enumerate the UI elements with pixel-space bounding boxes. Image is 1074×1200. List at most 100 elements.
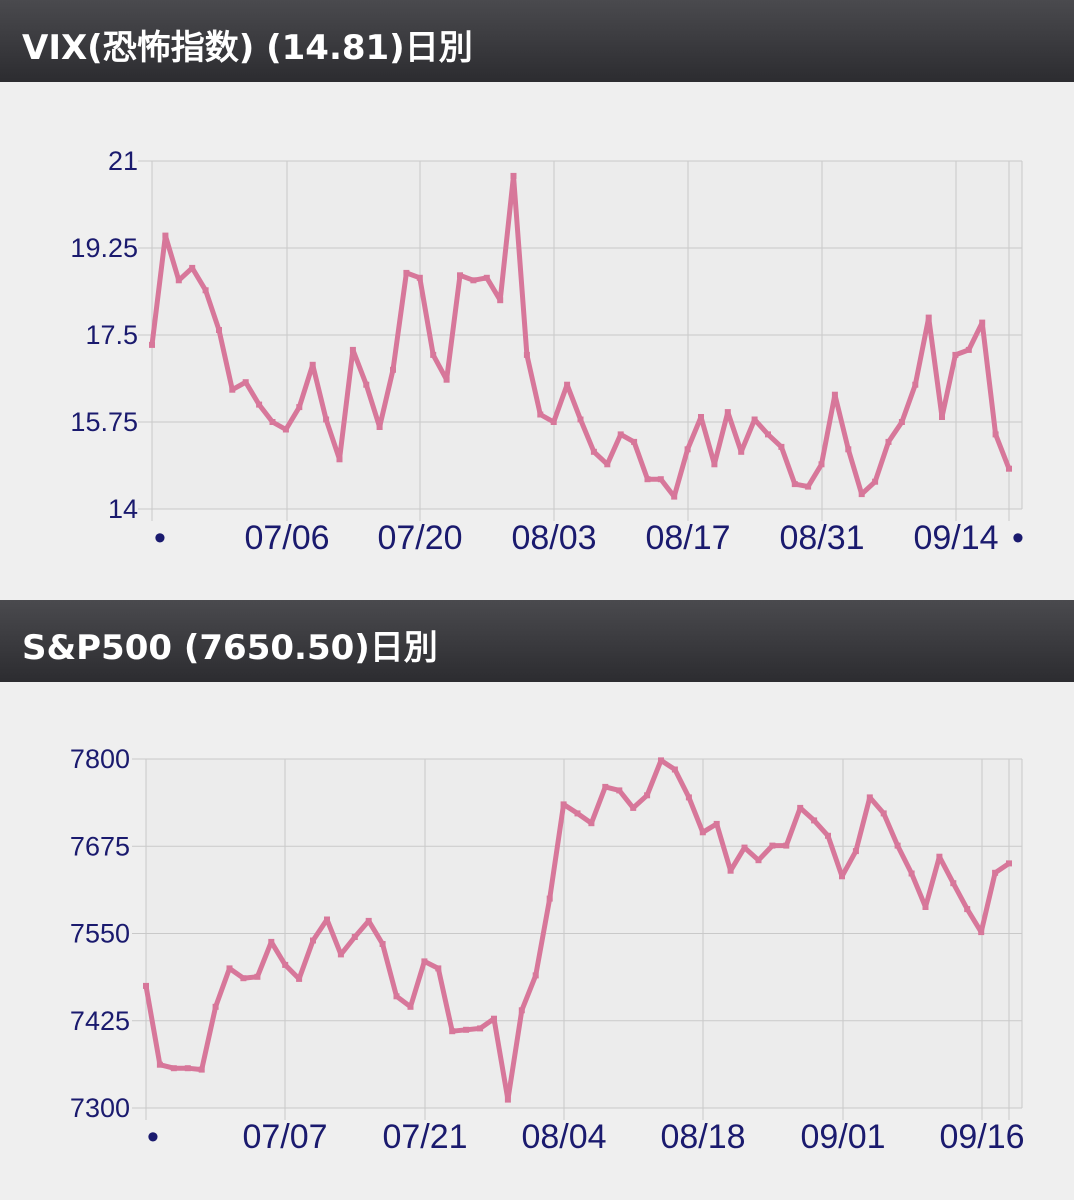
vix-y-tick-label: 15.75 bbox=[70, 407, 138, 437]
vix-x-tick-label: 07/06 bbox=[244, 519, 329, 557]
vix-data-point bbox=[872, 478, 879, 485]
vix-y-tick-label: 17.5 bbox=[85, 320, 138, 350]
sp500-data-point bbox=[435, 965, 442, 972]
vix-data-point bbox=[657, 476, 664, 483]
vix-data-point bbox=[229, 386, 236, 393]
vix-data-point bbox=[604, 461, 611, 468]
vix-x-tick-label: 07/20 bbox=[377, 519, 462, 557]
vix-data-point bbox=[296, 404, 303, 411]
vix-x-tick-label: 08/03 bbox=[511, 519, 596, 557]
vix-data-point bbox=[216, 327, 222, 333]
vix-data-point bbox=[845, 446, 852, 453]
vix-x-tick-label: 08/17 bbox=[645, 519, 730, 557]
vix-y-tick-label: 14 bbox=[108, 494, 138, 524]
sp500-data-point bbox=[852, 848, 859, 855]
vix-data-point bbox=[523, 351, 530, 358]
sp500-x-tick-label: 09/01 bbox=[800, 1118, 885, 1156]
vix-data-point bbox=[711, 461, 718, 468]
vix-data-point bbox=[323, 416, 330, 423]
vix-data-point bbox=[831, 391, 838, 398]
vix-data-point bbox=[457, 272, 463, 279]
vix-data-point bbox=[202, 287, 209, 294]
sp500-data-point bbox=[713, 820, 720, 827]
sp500-data-point bbox=[532, 972, 539, 979]
sp500-data-point bbox=[658, 757, 664, 764]
sp500-data-point bbox=[449, 1028, 456, 1035]
sp500-chart-title: S&P500 (7650.50)日別 bbox=[22, 628, 438, 668]
vix-data-point bbox=[791, 481, 798, 488]
vix-data-point bbox=[349, 346, 356, 353]
vix-x-tick-label: 09/14 bbox=[913, 519, 998, 557]
vix-data-point bbox=[590, 448, 597, 455]
vix-data-point bbox=[724, 409, 731, 416]
vix-data-point bbox=[416, 274, 423, 281]
vix-data-point bbox=[497, 297, 504, 304]
vix-data-point bbox=[617, 431, 624, 438]
sp500-data-point bbox=[922, 904, 929, 910]
sp500-data-point bbox=[630, 804, 637, 811]
sp500-data-point bbox=[518, 1007, 525, 1014]
vix-y-tick-label: 19.25 bbox=[70, 233, 138, 263]
vix-data-point bbox=[992, 431, 999, 438]
vix-data-point bbox=[149, 341, 155, 348]
vix-x-tick-label: • bbox=[154, 519, 166, 557]
sp500-x-tick-label: 09/16 bbox=[939, 1118, 1024, 1156]
sp500-data-point bbox=[463, 1026, 470, 1033]
vix-data-point bbox=[336, 456, 343, 463]
sp500-data-point bbox=[741, 844, 748, 851]
vix-data-point bbox=[684, 446, 691, 453]
sp500-data-point bbox=[560, 801, 567, 808]
vix-data-point bbox=[403, 269, 410, 276]
sp500-data-point bbox=[324, 916, 330, 923]
vix-data-point bbox=[885, 438, 892, 445]
vix-data-point bbox=[698, 414, 704, 420]
sp500-data-point bbox=[491, 1015, 497, 1022]
sp500-data-point bbox=[574, 810, 581, 817]
vix-panel-header: VIX(恐怖指数) (14.81)日別 bbox=[0, 0, 1074, 82]
vix-data-point bbox=[470, 277, 477, 284]
sp500-data-point bbox=[226, 965, 233, 972]
sp500-x-tick-label: • bbox=[147, 1118, 159, 1156]
vix-data-point bbox=[162, 232, 169, 239]
sp500-x-tick-label: 08/18 bbox=[660, 1118, 745, 1156]
sp500-data-point bbox=[588, 820, 595, 827]
vix-data-point bbox=[483, 274, 490, 281]
sp500-y-tick-label: 7675 bbox=[70, 831, 130, 861]
vix-data-point bbox=[631, 438, 638, 445]
sp500-data-point bbox=[964, 906, 971, 913]
sp500-data-point bbox=[950, 880, 957, 887]
vix-data-point bbox=[952, 351, 959, 358]
vix-data-point bbox=[818, 461, 825, 468]
vix-data-point bbox=[564, 381, 571, 388]
vix-data-point bbox=[644, 476, 651, 483]
sp500-data-point bbox=[992, 869, 999, 876]
vix-data-point bbox=[430, 351, 437, 358]
sp500-data-point bbox=[616, 787, 623, 794]
vix-data-point bbox=[256, 401, 263, 408]
vix-panel: VIX(恐怖指数) (14.81)日別 21 19.25 17.5 15.75 14 • 0… bbox=[0, 0, 1074, 557]
vix-data-point bbox=[577, 416, 584, 423]
vix-data-point bbox=[898, 419, 905, 425]
sp500-data-point bbox=[769, 842, 776, 849]
vix-data-point bbox=[925, 314, 932, 321]
sp500-data-point bbox=[685, 794, 692, 801]
sp500-data-point bbox=[212, 1003, 219, 1010]
vix-data-point bbox=[443, 376, 450, 383]
sp500-x-tick-label: 07/21 bbox=[382, 1118, 467, 1156]
sp500-data-point bbox=[755, 857, 762, 864]
sp500-data-point bbox=[407, 1003, 414, 1010]
sp500-data-point bbox=[310, 937, 316, 944]
sp500-line-chart: 7800 7675 7550 7425 7300 • 07/07 07/21 08/04 08/1… bbox=[70, 744, 1025, 1156]
sp500-data-point bbox=[365, 917, 372, 924]
sp500-data-point bbox=[351, 934, 358, 940]
sp500-data-point bbox=[866, 794, 873, 801]
vix-data-point bbox=[671, 493, 678, 500]
vix-data-point bbox=[537, 411, 544, 418]
vix-data-point bbox=[175, 277, 182, 284]
sp500-data-point bbox=[978, 929, 985, 936]
sp500-x-tick-label: 08/04 bbox=[521, 1118, 606, 1156]
sp500-data-point bbox=[1006, 860, 1012, 867]
vix-data-point bbox=[939, 414, 945, 420]
sp500-data-point bbox=[671, 766, 678, 773]
sp500-y-tick-label: 7300 bbox=[70, 1093, 130, 1123]
